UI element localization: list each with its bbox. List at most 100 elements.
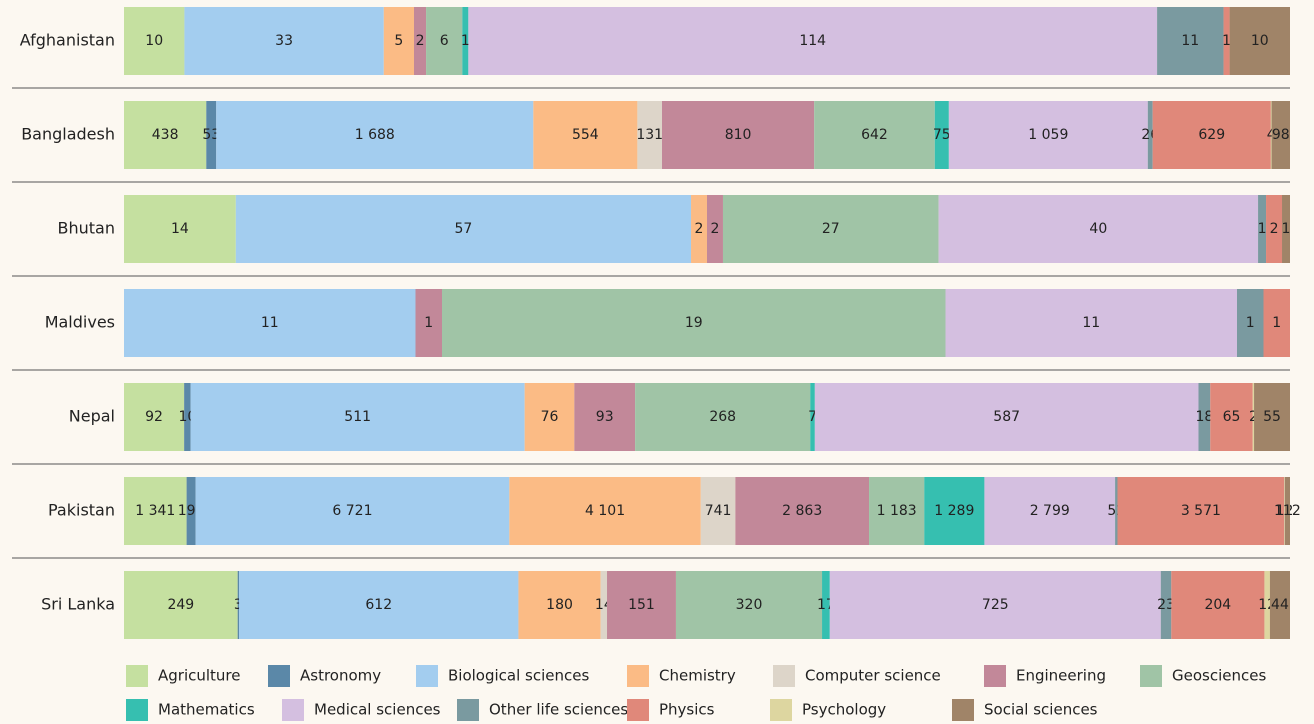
bar-segment (124, 383, 185, 451)
bar-segment (533, 101, 638, 169)
bar-segment (524, 383, 575, 451)
bar-segment (938, 195, 1259, 263)
legend-label: Astronomy (300, 667, 381, 685)
bar-segment (1270, 101, 1272, 169)
bar-segment (934, 101, 949, 169)
bar-segment (1115, 477, 1118, 545)
bar-segment (1264, 571, 1270, 639)
bar-segment (518, 571, 601, 639)
value-label: 53 (202, 127, 220, 143)
value-label: 320 (736, 597, 763, 613)
value-label: 112 (1274, 503, 1301, 519)
legend-swatch (268, 665, 290, 687)
bar-segment (415, 289, 442, 357)
bar-segment (637, 101, 663, 169)
bar-segment (675, 571, 823, 639)
bar-segment (924, 477, 985, 545)
value-label: 1 (1272, 315, 1281, 331)
value-label: 76 (541, 409, 559, 425)
bar-segment (468, 7, 1158, 75)
bar-segment (383, 7, 414, 75)
value-label: 23 (1157, 597, 1175, 613)
value-label: 3 (234, 597, 243, 613)
legend-swatch (627, 699, 649, 721)
value-label: 6 721 (332, 503, 372, 519)
value-label: 27 (822, 221, 840, 237)
legend-swatch (1140, 665, 1162, 687)
value-label: 65 (1223, 409, 1241, 425)
bar-segment (700, 477, 736, 545)
bar-segment (442, 289, 946, 357)
bar-segment (1258, 195, 1267, 263)
value-label: 2 (1249, 409, 1258, 425)
bar-segment (235, 195, 692, 263)
value-label: 642 (861, 127, 888, 143)
bar-segment (735, 477, 870, 545)
bar-segment (124, 101, 207, 169)
value-label: 11 (1181, 33, 1199, 49)
legend-swatch (770, 699, 792, 721)
bar-segment (426, 7, 463, 75)
value-label: 4 (1267, 127, 1276, 143)
bar-segment (124, 477, 187, 545)
bar-segment (216, 101, 534, 169)
bar-segment (1157, 7, 1224, 75)
legend-swatch (984, 665, 1006, 687)
value-label: 1 059 (1028, 127, 1068, 143)
legend-label: Psychology (802, 701, 886, 719)
bar-segment (413, 7, 427, 75)
value-label: 204 (1204, 597, 1231, 613)
value-label: 511 (344, 409, 371, 425)
bar-segment (662, 101, 815, 169)
bar-segment (1237, 289, 1264, 357)
bar-segment (124, 289, 416, 357)
value-label: 1 341 (135, 503, 175, 519)
value-label: 19 (685, 315, 703, 331)
value-label: 57 (455, 221, 473, 237)
bar-segment (1223, 7, 1230, 75)
value-label: 6 (440, 33, 449, 49)
value-label: 2 799 (1030, 503, 1070, 519)
value-label: 554 (572, 127, 599, 143)
bar-segment (948, 101, 1148, 169)
bar-segment (1198, 383, 1211, 451)
value-label: 629 (1198, 127, 1225, 143)
legend-label: Other life sciences (489, 701, 628, 719)
value-label: 7 (808, 409, 817, 425)
legend-swatch (627, 665, 649, 687)
legend-label: Engineering (1016, 667, 1106, 685)
value-label: 33 (275, 33, 293, 49)
value-label: 1 688 (355, 127, 395, 143)
bar-segment (1171, 571, 1265, 639)
legend-swatch (282, 699, 304, 721)
bar-segment (1252, 383, 1255, 451)
bar-segment (124, 195, 236, 263)
bar-segment (237, 571, 240, 639)
value-label: 1 183 (877, 503, 917, 519)
bar-segment (1117, 477, 1285, 545)
bar-segment (869, 477, 925, 545)
value-label: 93 (596, 409, 614, 425)
value-label: 587 (993, 409, 1020, 425)
bar-segment (984, 477, 1116, 545)
value-label: 2 (711, 221, 720, 237)
legend-label: Social sciences (984, 701, 1098, 719)
value-label: 725 (982, 597, 1009, 613)
value-label: 40 (1089, 221, 1107, 237)
bar-segment (184, 7, 384, 75)
value-label: 612 (365, 597, 392, 613)
bar-segment (1263, 289, 1290, 357)
value-label: 44 (1271, 597, 1289, 613)
bar-segment (1271, 101, 1290, 169)
country-label: Bhutan (58, 219, 115, 238)
value-label: 55 (1263, 409, 1281, 425)
bar-segment (239, 571, 519, 639)
bar-segment (195, 477, 510, 545)
value-label: 810 (725, 127, 752, 143)
bar-segment (124, 571, 238, 639)
legend-swatch (126, 699, 148, 721)
legend-label: Physics (659, 701, 715, 719)
value-label: 741 (705, 503, 732, 519)
bar-segment (600, 571, 608, 639)
value-label: 268 (709, 409, 736, 425)
